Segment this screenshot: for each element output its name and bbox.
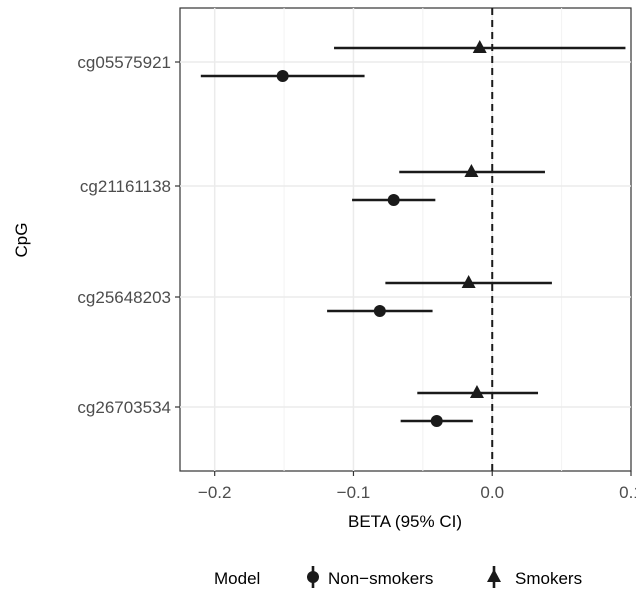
x-tick-label: −0.1	[337, 483, 371, 502]
x-axis-title: BETA (95% CI)	[348, 512, 462, 531]
axes-layer: −0.2 −0.1 0.0 0.1 cg05575921 cg21161138 cg2564…	[77, 53, 636, 502]
legend-key-triangle	[487, 569, 501, 582]
y-tick-label: cg25648203	[77, 288, 171, 307]
y-tick-label: cg05575921	[77, 53, 171, 72]
x-tick-label: 0.1	[619, 483, 636, 502]
x-tick-label: 0.0	[480, 483, 504, 502]
point-estimate-circle	[430, 415, 443, 427]
y-axis-title: CpG	[12, 223, 31, 258]
legend-title: Model	[214, 569, 260, 588]
legend-item-label: Non−smokers	[328, 569, 433, 588]
y-tick-label: cg26703534	[77, 398, 171, 417]
x-tick-label: −0.2	[198, 483, 232, 502]
legend-key-circle	[307, 571, 319, 583]
point-estimate-triangle	[464, 164, 479, 177]
legend: Model Non−smokers Smokers	[214, 566, 582, 588]
point-estimate-circle	[276, 70, 289, 82]
legend-item-label: Smokers	[515, 569, 582, 588]
y-tick-label: cg21161138	[80, 177, 171, 196]
point-estimate-triangle	[469, 385, 484, 398]
plot-panel	[179, 7, 632, 472]
point-estimate-circle	[373, 305, 386, 317]
marks-layer	[200, 40, 626, 427]
legend-items: Non−smokers Smokers	[307, 566, 582, 588]
point-estimate-circle	[387, 194, 400, 206]
point-estimate-triangle	[461, 275, 476, 288]
point-estimate-triangle	[472, 40, 487, 53]
